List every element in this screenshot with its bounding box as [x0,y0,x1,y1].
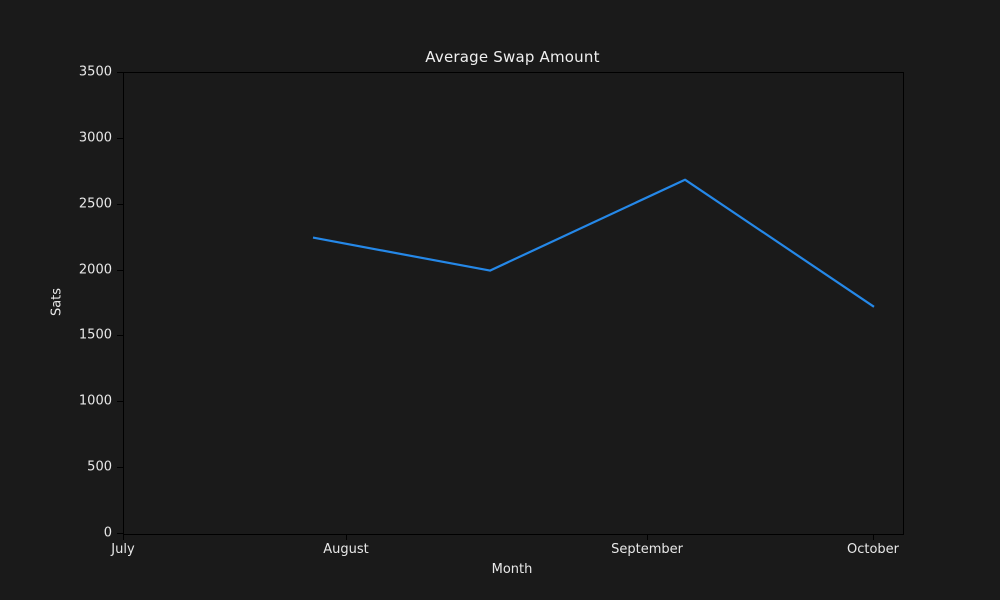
y-tick-label: 3500 [78,64,112,80]
y-tick-mark [117,269,123,271]
x-tick-mark [872,534,874,540]
y-tick-label: 0 [103,525,112,541]
y-tick-label: 3000 [78,130,112,146]
x-tick-label: October [847,542,900,557]
y-tick-label: 2500 [78,196,112,212]
y-tick-mark [117,467,123,469]
y-tick-mark [117,72,123,73]
x-axis-title: Month [491,562,533,577]
x-tick-mark [646,534,648,540]
y-tick-mark [117,137,123,139]
y-tick-label: 1000 [78,393,112,409]
y-tick-label: 500 [87,459,112,475]
x-tick-mark [122,534,124,540]
y-tick-label: 2000 [78,262,112,278]
chart-title: Average Swap Amount [425,48,600,66]
plot-area [123,72,904,535]
swap-amount-line [312,178,875,308]
x-tick-label: August [323,542,369,557]
y-tick-mark [117,401,123,403]
y-tick-label: 1500 [78,327,112,343]
y-tick-mark [117,203,123,205]
y-tick-mark [117,533,123,534]
y-axis-title: Sats [49,287,65,317]
x-tick-label: July [111,542,135,557]
line-series-svg [312,178,875,308]
x-tick-label: September [611,542,683,557]
y-tick-mark [117,335,123,337]
x-tick-mark [345,534,347,540]
